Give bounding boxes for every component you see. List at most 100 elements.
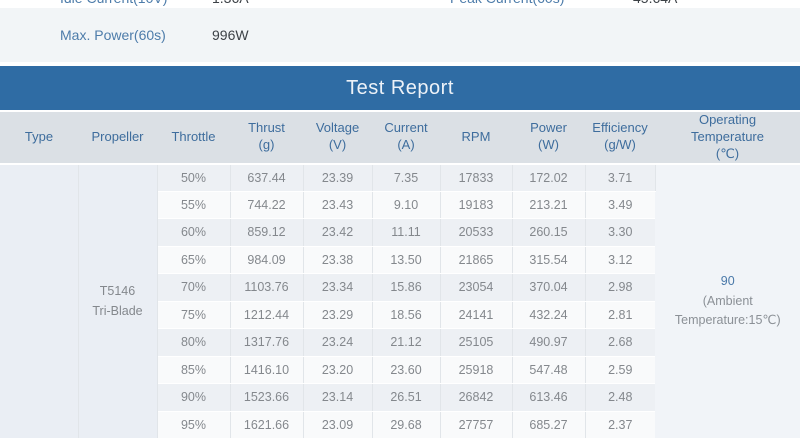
- table-row: T5146 Tri-Blade 50% 637.44 23.39 7.35 17833 17…: [0, 163, 800, 439]
- column-header: RPM: [440, 112, 512, 165]
- operating-temperature-cell: 90 (Ambient Temperature:15℃): [655, 163, 800, 439]
- efficiency-cell: 2.37: [585, 411, 655, 439]
- thrust-cell: 1212.44: [230, 301, 304, 330]
- rpm-cell: 26842: [440, 383, 513, 412]
- spec-row-current: Idle Current(10V) 1.36A Peak Current(60s…: [0, 0, 800, 8]
- throttle-cell: 80%: [157, 328, 231, 357]
- power-cell: 315.54: [512, 246, 586, 275]
- efficiency-cell: 2.81: [585, 301, 655, 330]
- spec-row-max-power: Max. Power(60s) 996W: [0, 8, 800, 62]
- power-cell: 370.04: [512, 273, 586, 302]
- throttle-cell: 70%: [157, 273, 231, 302]
- current-cell: 29.68: [372, 411, 441, 439]
- column-header: Operating Temperature (℃): [655, 112, 800, 165]
- column-header: Power (W): [512, 112, 585, 165]
- voltage-cell: 23.29: [303, 301, 373, 330]
- efficiency-cell: 3.49: [585, 191, 655, 220]
- peak-current-label: Peak Current(60s): [450, 0, 564, 6]
- efficiency-cell: 2.59: [585, 356, 655, 385]
- rpm-cell: 21865: [440, 246, 513, 275]
- power-cell: 260.15: [512, 218, 586, 247]
- rpm-cell: 25918: [440, 356, 513, 385]
- rpm-cell: 20533: [440, 218, 513, 247]
- table-row: 80% 1317.76 23.24 21.12 25105 490.97 2.68: [0, 328, 800, 357]
- voltage-cell: 23.24: [303, 328, 373, 357]
- rpm-cell: 19183: [440, 191, 513, 220]
- idle-current-value: 1.36A: [212, 0, 249, 6]
- type-cell: [0, 163, 79, 439]
- efficiency-cell: 2.68: [585, 328, 655, 357]
- voltage-cell: 23.38: [303, 246, 373, 275]
- voltage-cell: 23.39: [303, 163, 373, 192]
- thrust-cell: 637.44: [230, 163, 304, 192]
- divider: [0, 62, 800, 66]
- voltage-cell: 23.14: [303, 383, 373, 412]
- power-cell: 432.24: [512, 301, 586, 330]
- power-cell: 213.21: [512, 191, 586, 220]
- rpm-cell: 17833: [440, 163, 513, 192]
- divider: [0, 110, 800, 112]
- throttle-cell: 90%: [157, 383, 231, 412]
- throttle-cell: 60%: [157, 218, 231, 247]
- efficiency-cell: 2.48: [585, 383, 655, 412]
- operating-temperature-value: 90: [720, 274, 735, 289]
- table-row: 95% 1621.66 23.09 29.68 27757 685.27 2.37: [0, 411, 800, 439]
- table-row: 75% 1212.44 23.29 18.56 24141 432.24 2.81: [0, 301, 800, 330]
- current-cell: 13.50: [372, 246, 441, 275]
- peak-current-value: 45.64A: [633, 0, 677, 6]
- voltage-cell: 23.34: [303, 273, 373, 302]
- ambient-temperature-note: (Ambient Temperature:15℃): [674, 293, 781, 328]
- current-cell: 21.12: [372, 328, 441, 357]
- table-row: 85% 1416.10 23.20 23.60 25918 547.48 2.59: [0, 356, 800, 385]
- voltage-cell: 23.43: [303, 191, 373, 220]
- current-cell: 15.86: [372, 273, 441, 302]
- power-cell: 547.48: [512, 356, 586, 385]
- thrust-cell: 1317.76: [230, 328, 304, 357]
- table-header-row: Type Propeller Throttle Thrust (g) Voltage (…: [0, 112, 800, 165]
- table-row: 55% 744.22 23.43 9.10 19183 213.21 3.49: [0, 191, 800, 220]
- test-report-banner: Test Report: [0, 66, 800, 110]
- throttle-cell: 55%: [157, 191, 231, 220]
- column-header: Voltage (V): [303, 112, 372, 165]
- test-report-body: T5146 Tri-Blade 50% 637.44 23.39 7.35 17833 17…: [0, 163, 800, 439]
- voltage-cell: 23.20: [303, 356, 373, 385]
- throttle-cell: 75%: [157, 301, 231, 330]
- rpm-cell: 25105: [440, 328, 513, 357]
- voltage-cell: 23.42: [303, 218, 373, 247]
- propeller-cell: T5146 Tri-Blade: [78, 163, 158, 439]
- table-row: 70% 1103.76 23.34 15.86 23054 370.04 2.98: [0, 273, 800, 302]
- efficiency-cell: 3.12: [585, 246, 655, 275]
- table-row: 65% 984.09 23.38 13.50 21865 315.54 3.12: [0, 246, 800, 275]
- thrust-cell: 1416.10: [230, 356, 304, 385]
- efficiency-cell: 2.98: [585, 273, 655, 302]
- thrust-cell: 1523.66: [230, 383, 304, 412]
- thrust-cell: 1621.66: [230, 411, 304, 439]
- efficiency-cell: 3.71: [585, 163, 656, 192]
- voltage-cell: 23.09: [303, 411, 373, 439]
- idle-current-label: Idle Current(10V): [60, 0, 167, 6]
- throttle-cell: 50%: [157, 163, 231, 192]
- test-report-table: Type Propeller Throttle Thrust (g) Voltage (…: [0, 112, 800, 439]
- column-header: Efficiency (g/W): [585, 112, 655, 165]
- current-cell: 18.56: [372, 301, 441, 330]
- current-cell: 11.11: [372, 218, 441, 247]
- power-cell: 613.46: [512, 383, 586, 412]
- table-row: 90% 1523.66 23.14 26.51 26842 613.46 2.48: [0, 383, 800, 412]
- column-header: Throttle: [157, 112, 230, 165]
- throttle-cell: 95%: [157, 411, 231, 439]
- test-report-title: Test Report: [346, 76, 454, 99]
- column-header: Thrust (g): [230, 112, 303, 165]
- rpm-cell: 23054: [440, 273, 513, 302]
- current-cell: 26.51: [372, 383, 441, 412]
- current-cell: 7.35: [372, 163, 441, 192]
- column-header: Current (A): [372, 112, 440, 165]
- thrust-cell: 984.09: [230, 246, 304, 275]
- throttle-cell: 65%: [157, 246, 231, 275]
- throttle-cell: 85%: [157, 356, 231, 385]
- rpm-cell: 27757: [440, 411, 513, 439]
- power-cell: 172.02: [512, 163, 586, 192]
- max-power-value: 996W: [212, 27, 249, 43]
- current-cell: 23.60: [372, 356, 441, 385]
- thrust-cell: 859.12: [230, 218, 304, 247]
